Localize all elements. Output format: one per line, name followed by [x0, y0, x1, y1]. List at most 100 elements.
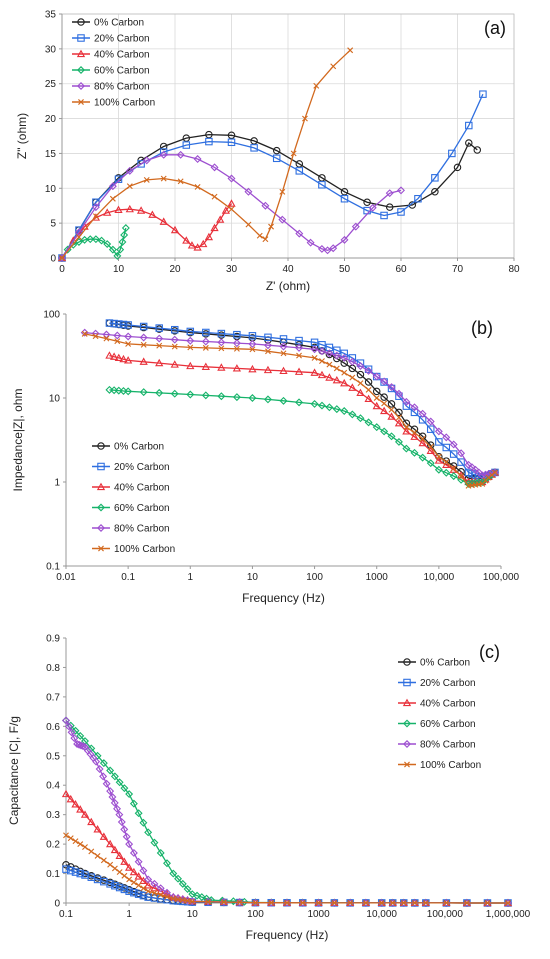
data-point	[388, 406, 395, 413]
x-tick-label: 60	[395, 264, 407, 275]
data-point	[449, 450, 458, 458]
data-point	[396, 414, 402, 421]
x-tick-label: 80	[508, 264, 520, 275]
data-point	[110, 772, 119, 781]
data-point	[364, 378, 373, 386]
legend-item: 40% Carbon	[72, 50, 150, 61]
data-point	[295, 229, 304, 238]
data-point	[404, 761, 410, 768]
x-tick-label: 100	[306, 572, 323, 583]
legend-item: 40% Carbon	[398, 699, 476, 710]
data-point	[97, 462, 105, 471]
legend-label: 60% Carbon	[114, 503, 170, 514]
legend-item: 60% Carbon	[92, 503, 170, 514]
y-tick-label: 0.3	[46, 810, 60, 821]
data-point	[387, 383, 396, 392]
series	[59, 47, 354, 261]
data-point	[414, 194, 422, 203]
data-point	[302, 115, 308, 122]
data-point	[380, 393, 388, 401]
data-point	[150, 883, 159, 892]
legend-label: 20% Carbon	[420, 678, 476, 689]
data-point	[318, 401, 326, 410]
data-point	[114, 175, 123, 183]
x-tick-label: 0	[59, 264, 65, 275]
data-point	[410, 898, 419, 907]
data-point	[227, 199, 236, 207]
data-point	[115, 851, 124, 859]
data-point	[148, 210, 157, 218]
series-line	[61, 133, 478, 259]
data-point	[245, 221, 252, 228]
data-point	[481, 470, 490, 479]
data-point	[449, 440, 458, 449]
legend-item: 80% Carbon	[398, 740, 476, 751]
data-point	[402, 698, 412, 707]
data-point	[186, 336, 195, 345]
data-point	[347, 899, 354, 906]
data-point	[114, 353, 123, 362]
data-point	[187, 241, 197, 249]
data-point	[267, 898, 276, 907]
data-point	[72, 838, 79, 845]
data-point	[361, 898, 370, 907]
y-tick-label: 0.7	[46, 692, 60, 703]
data-point	[139, 866, 148, 875]
data-point	[88, 848, 95, 855]
data-point	[368, 203, 377, 212]
data-point	[426, 417, 435, 426]
data-point	[232, 339, 241, 348]
data-point	[394, 418, 404, 427]
data-point	[144, 875, 153, 884]
data-point	[505, 900, 511, 906]
x-tick-label: 30	[226, 264, 238, 275]
data-point	[170, 225, 180, 234]
data-point	[76, 869, 85, 878]
data-point	[201, 337, 210, 346]
data-point	[434, 427, 443, 436]
data-point	[114, 205, 123, 214]
legend-label: 0% Carbon	[114, 442, 164, 453]
data-point	[295, 167, 304, 175]
data-point	[111, 881, 119, 890]
data-point	[351, 222, 360, 231]
data-point	[114, 386, 123, 395]
data-point	[182, 236, 191, 244]
x-tick-label: 50	[339, 264, 351, 275]
data-point	[134, 872, 143, 880]
legend-item: 80% Carbon	[92, 524, 170, 535]
data-point	[252, 899, 259, 906]
data-point	[171, 343, 178, 350]
data-point	[97, 503, 105, 512]
data-point	[125, 204, 134, 213]
chart-b: 0.01 0.1 1 10 100 1000 10,000 100,0000.1110100F…	[11, 310, 520, 606]
data-point	[110, 798, 119, 807]
data-point	[435, 438, 443, 446]
data-point	[96, 482, 106, 491]
data-point	[471, 478, 480, 487]
data-point	[136, 206, 146, 214]
data-point	[410, 448, 419, 457]
y-axis-title: Capacitance |C|, F/g	[7, 716, 21, 825]
y-tick-label: 30	[45, 44, 57, 55]
data-point	[403, 719, 411, 728]
data-point	[333, 365, 340, 372]
y-tick-label: 0.9	[46, 634, 60, 645]
data-point	[373, 395, 380, 401]
data-point	[134, 857, 143, 866]
data-point	[106, 787, 115, 796]
data-point	[108, 793, 117, 801]
data-point	[310, 399, 319, 408]
data-point	[155, 358, 164, 367]
x-tick-label: 20	[169, 264, 181, 275]
data-point	[115, 883, 124, 892]
data-point	[163, 888, 171, 897]
data-point	[364, 366, 373, 375]
data-point	[139, 322, 148, 331]
data-point	[74, 237, 83, 246]
data-point	[427, 443, 434, 450]
legend-item: 80% Carbon	[72, 82, 150, 93]
data-point	[248, 394, 257, 402]
data-point	[87, 817, 96, 826]
data-point	[217, 392, 226, 401]
